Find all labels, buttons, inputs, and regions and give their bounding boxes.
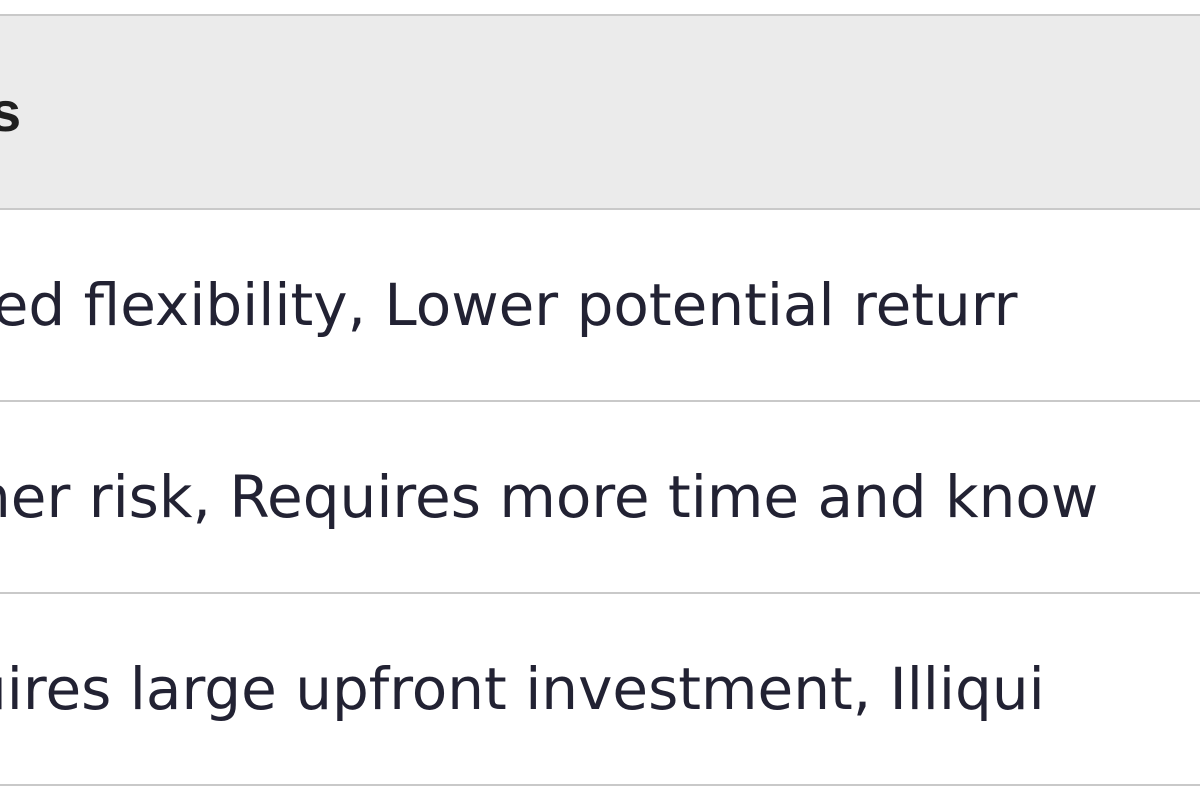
comparison-table: s ted flexibility, Lower potential retur… bbox=[0, 14, 1200, 786]
table-cell: ner risk, Requires more time and know bbox=[0, 463, 1099, 531]
table-row: uires large upfront investment, Illiqui bbox=[0, 594, 1200, 786]
table-header-row: s bbox=[0, 16, 1200, 210]
table-cell: uires large upfront investment, Illiqui bbox=[0, 655, 1045, 723]
table-row: ner risk, Requires more time and know bbox=[0, 402, 1200, 594]
table-row: ted flexibility, Lower potential returr bbox=[0, 210, 1200, 402]
table-cell: ted flexibility, Lower potential returr bbox=[0, 271, 1018, 339]
table-header-cell: s bbox=[0, 80, 22, 143]
